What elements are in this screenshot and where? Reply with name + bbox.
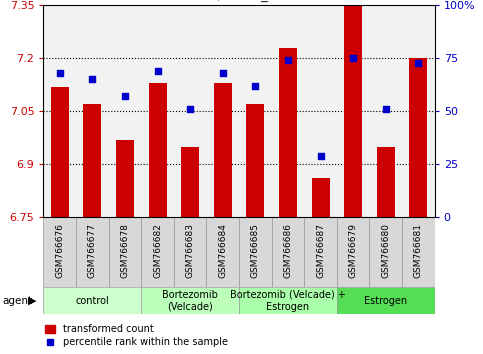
Text: GSM766685: GSM766685 (251, 223, 260, 278)
Point (186, 106, 194, 112)
Text: GSM766682: GSM766682 (153, 223, 162, 278)
Bar (51, 86, 69, 217)
Text: GSM766687: GSM766687 (316, 223, 325, 278)
Text: GSM766677: GSM766677 (88, 223, 97, 278)
Bar (214, 83, 232, 217)
Text: GSM766686: GSM766686 (284, 223, 293, 278)
Bar (410, 58, 427, 217)
Bar (84, 104, 101, 217)
Bar (116, 139, 134, 217)
Bar (141, 287, 239, 314)
Point (154, 68, 161, 74)
Text: GSM766683: GSM766683 (185, 223, 195, 278)
Bar (239, 287, 337, 314)
Point (219, 70, 227, 76)
Bar (312, 178, 329, 217)
Title: GDS4089 / ILMN_1714393: GDS4089 / ILMN_1714393 (148, 0, 330, 1)
Point (56, 70, 64, 76)
Point (284, 58, 292, 63)
Bar (279, 48, 297, 217)
Bar (141, 217, 174, 287)
Bar (271, 217, 304, 287)
Bar (246, 104, 264, 217)
Text: GSM766684: GSM766684 (218, 223, 227, 278)
Bar (43, 217, 76, 287)
Text: agent: agent (2, 296, 32, 306)
Bar (377, 147, 395, 217)
Text: GSM766679: GSM766679 (349, 223, 358, 278)
Text: Bortezomib (Velcade) +
Estrogen: Bortezomib (Velcade) + Estrogen (230, 290, 346, 312)
Text: GSM766678: GSM766678 (120, 223, 129, 278)
Point (349, 56, 357, 61)
Bar (174, 217, 207, 287)
Point (121, 93, 129, 99)
Point (252, 83, 259, 88)
Point (382, 106, 390, 112)
Bar (149, 83, 167, 217)
Text: Bortezomib
(Velcade): Bortezomib (Velcade) (162, 290, 218, 312)
Bar (43, 287, 142, 314)
Legend: transformed count, percentile rank within the sample: transformed count, percentile rank withi… (43, 322, 230, 349)
Text: ▶: ▶ (28, 296, 37, 306)
Text: GSM766676: GSM766676 (55, 223, 64, 278)
Point (414, 60, 422, 65)
Bar (181, 147, 199, 217)
Bar (402, 217, 435, 287)
Bar (337, 217, 369, 287)
Bar (304, 217, 337, 287)
Bar (207, 217, 239, 287)
Bar (344, 5, 362, 217)
Text: Estrogen: Estrogen (364, 296, 407, 306)
Bar (369, 217, 402, 287)
Point (317, 153, 325, 159)
Text: GSM766681: GSM766681 (414, 223, 423, 278)
Text: GSM766680: GSM766680 (381, 223, 390, 278)
Bar (239, 217, 271, 287)
Bar (337, 287, 435, 314)
Bar (76, 217, 109, 287)
Bar (109, 217, 142, 287)
Point (88, 77, 96, 82)
Text: control: control (75, 296, 109, 306)
